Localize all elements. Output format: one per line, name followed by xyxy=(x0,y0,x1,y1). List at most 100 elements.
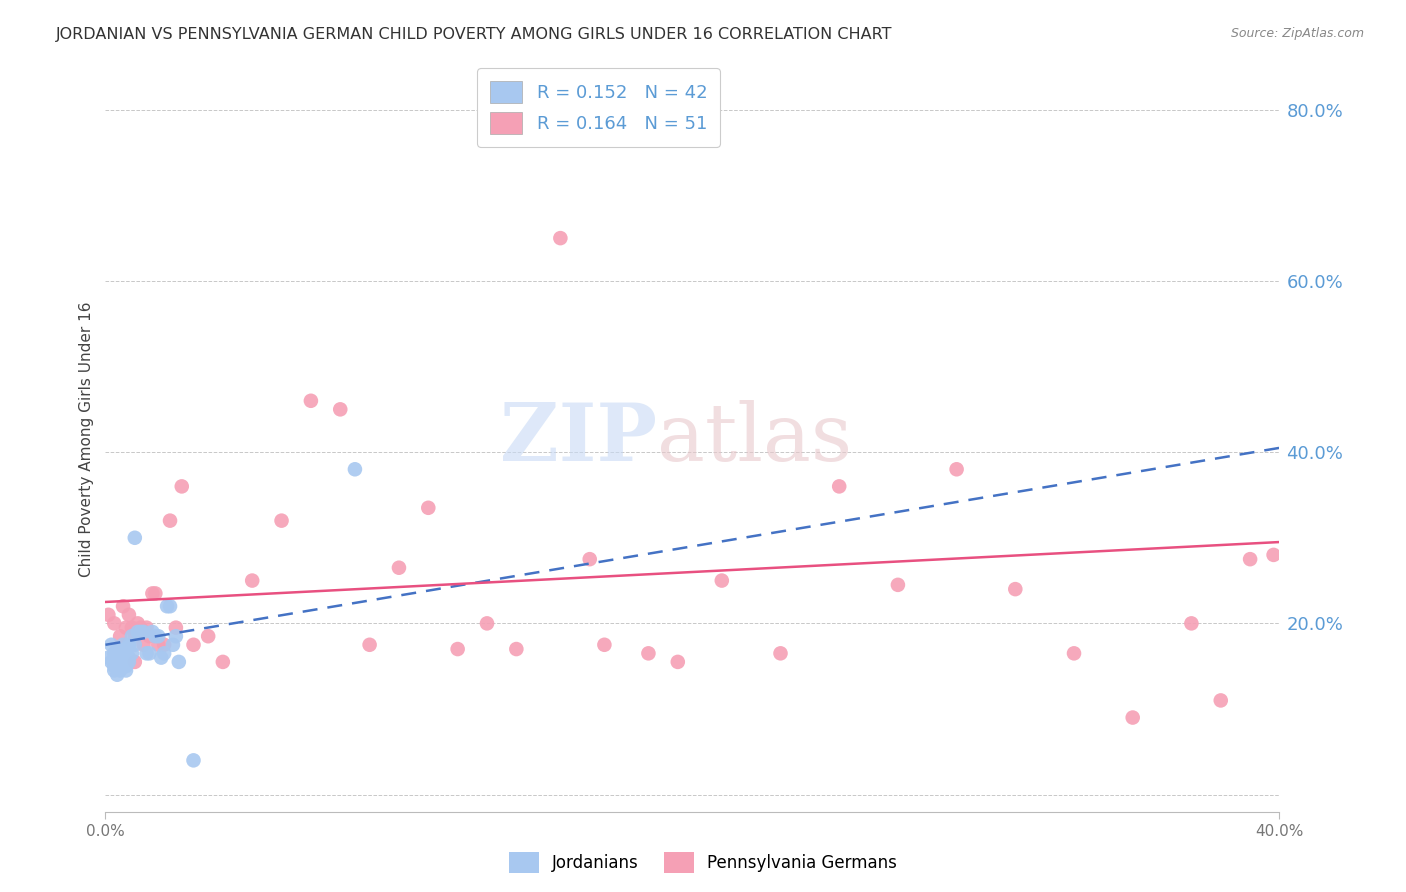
Point xyxy=(108,664,131,678)
Point xyxy=(159,514,181,528)
Point xyxy=(418,500,440,515)
Point xyxy=(550,231,572,245)
Point xyxy=(143,629,166,643)
Point xyxy=(118,607,141,622)
Text: JORDANIAN VS PENNSYLVANIA GERMAN CHILD POVERTY AMONG GIRLS UNDER 16 CORRELATION : JORDANIAN VS PENNSYLVANIA GERMAN CHILD P… xyxy=(56,27,893,42)
Point xyxy=(211,655,233,669)
Point xyxy=(1209,693,1232,707)
Point xyxy=(124,655,146,669)
Point xyxy=(165,621,187,635)
Text: Source: ZipAtlas.com: Source: ZipAtlas.com xyxy=(1230,27,1364,40)
Point xyxy=(138,646,160,660)
Text: atlas: atlas xyxy=(657,401,852,478)
Point xyxy=(115,621,138,635)
Point xyxy=(359,638,381,652)
Point xyxy=(887,578,910,592)
Point xyxy=(103,664,125,678)
Point xyxy=(97,650,120,665)
Point xyxy=(1239,552,1261,566)
Point xyxy=(100,638,122,652)
Point xyxy=(388,560,411,574)
Point xyxy=(165,629,187,643)
Point xyxy=(150,650,173,665)
Point xyxy=(103,646,125,660)
Text: ZIP: ZIP xyxy=(501,401,657,478)
Point xyxy=(162,638,184,652)
Point xyxy=(446,642,468,657)
Point xyxy=(141,624,163,639)
Point xyxy=(118,650,141,665)
Point xyxy=(127,624,149,639)
Point xyxy=(593,638,616,652)
Point xyxy=(135,621,157,635)
Point xyxy=(112,659,135,673)
Point xyxy=(115,664,138,678)
Point xyxy=(121,629,143,643)
Point xyxy=(270,514,292,528)
Point xyxy=(1180,616,1202,631)
Point xyxy=(132,638,155,652)
Point xyxy=(118,655,141,669)
Legend: R = 0.152   N = 42, R = 0.164   N = 51: R = 0.152 N = 42, R = 0.164 N = 51 xyxy=(477,69,720,147)
Point xyxy=(505,642,527,657)
Point xyxy=(97,607,120,622)
Point xyxy=(112,599,135,614)
Point xyxy=(1063,646,1085,660)
Point xyxy=(108,655,131,669)
Point xyxy=(141,586,163,600)
Point xyxy=(329,402,352,417)
Point xyxy=(637,646,659,660)
Point xyxy=(124,629,146,643)
Point xyxy=(103,616,125,631)
Point xyxy=(118,638,141,652)
Point xyxy=(105,642,128,657)
Point xyxy=(121,646,143,660)
Point xyxy=(666,655,689,669)
Point xyxy=(710,574,733,588)
Point xyxy=(129,621,152,635)
Point xyxy=(1004,582,1026,596)
Point xyxy=(127,616,149,631)
Point xyxy=(124,531,146,545)
Point xyxy=(475,616,498,631)
Point xyxy=(156,599,179,614)
Point xyxy=(343,462,366,476)
Point xyxy=(103,659,125,673)
Point xyxy=(100,655,122,669)
Point xyxy=(138,629,160,643)
Point xyxy=(105,667,128,681)
Point xyxy=(148,629,170,643)
Point xyxy=(148,638,170,652)
Point xyxy=(578,552,600,566)
Point xyxy=(828,479,851,493)
Point xyxy=(769,646,792,660)
Point xyxy=(112,638,135,652)
Point xyxy=(170,479,193,493)
Point xyxy=(143,586,166,600)
Point xyxy=(108,629,131,643)
Point xyxy=(153,646,176,660)
Point xyxy=(115,659,138,673)
Point xyxy=(1122,710,1144,724)
Point xyxy=(167,655,190,669)
Point xyxy=(945,462,967,476)
Point xyxy=(124,638,146,652)
Point xyxy=(129,624,152,639)
Point xyxy=(121,621,143,635)
Point xyxy=(1263,548,1285,562)
Point xyxy=(112,650,135,665)
Point xyxy=(153,638,176,652)
Legend: Jordanians, Pennsylvania Germans: Jordanians, Pennsylvania Germans xyxy=(502,846,904,880)
Point xyxy=(132,624,155,639)
Point xyxy=(299,393,322,408)
Point xyxy=(135,646,157,660)
Point xyxy=(240,574,263,588)
Y-axis label: Child Poverty Among Girls Under 16: Child Poverty Among Girls Under 16 xyxy=(79,301,94,577)
Point xyxy=(159,599,181,614)
Point xyxy=(115,646,138,660)
Point xyxy=(183,753,205,767)
Point xyxy=(197,629,219,643)
Point xyxy=(183,638,205,652)
Point xyxy=(105,655,128,669)
Point xyxy=(108,646,131,660)
